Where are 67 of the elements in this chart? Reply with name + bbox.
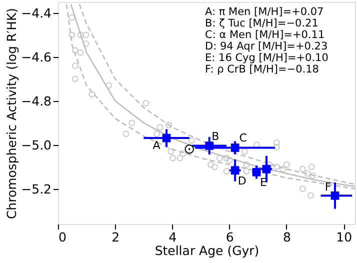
point bbox=[72, 76, 78, 82]
x-tick-label: 10 bbox=[336, 230, 352, 244]
point bbox=[88, 91, 96, 98]
point bbox=[226, 157, 233, 164]
point bbox=[274, 164, 280, 170]
y-tick-label: −5.0 bbox=[21, 137, 52, 152]
point bbox=[309, 172, 316, 179]
point bbox=[77, 32, 84, 38]
annotation: F bbox=[324, 180, 332, 194]
annotation: A bbox=[152, 139, 161, 152]
point bbox=[304, 170, 311, 177]
y-tick-label: −4.8 bbox=[21, 93, 52, 108]
point bbox=[106, 82, 112, 89]
point bbox=[176, 154, 184, 162]
point bbox=[154, 130, 160, 138]
point bbox=[308, 164, 315, 170]
x-tick-label: 8 bbox=[282, 230, 291, 244]
x-tick-label: 0 bbox=[58, 230, 66, 244]
point bbox=[72, 47, 78, 54]
point bbox=[274, 139, 280, 146]
point bbox=[212, 164, 218, 170]
point bbox=[216, 154, 223, 162]
point bbox=[300, 166, 306, 172]
point bbox=[307, 192, 314, 199]
point bbox=[243, 168, 250, 174]
point bbox=[170, 154, 176, 162]
point bbox=[223, 154, 230, 162]
point bbox=[208, 161, 214, 168]
point bbox=[166, 122, 172, 128]
point bbox=[142, 100, 150, 106]
annotation: D bbox=[238, 174, 246, 188]
point bbox=[82, 40, 90, 47]
point bbox=[243, 161, 250, 168]
y-tick-label: −5.2 bbox=[21, 181, 52, 196]
y-tick-label: −4.6 bbox=[21, 49, 52, 64]
annotation: C bbox=[239, 132, 248, 145]
point bbox=[72, 62, 78, 69]
annotation: ⊙ bbox=[184, 141, 196, 158]
point bbox=[68, 14, 76, 21]
point bbox=[168, 148, 174, 155]
x-tick-label: 2 bbox=[112, 230, 120, 244]
annotation: B bbox=[212, 130, 220, 143]
y-tick-label: −4.4 bbox=[21, 5, 52, 20]
point bbox=[280, 166, 286, 172]
x-tick-label: 4 bbox=[168, 230, 177, 244]
point bbox=[156, 124, 164, 131]
annotation: E: 16 Cyg [M/H]=+0.10 bbox=[205, 52, 328, 64]
annotation: A: π Men [M/H]=+0.07 bbox=[205, 6, 324, 18]
point bbox=[128, 120, 136, 126]
x-axis-title: Stellar Age (Gyr) bbox=[154, 243, 260, 258]
point bbox=[223, 168, 230, 174]
point bbox=[68, 32, 76, 38]
annotation: B: ζ Tuc [M/H]=−0.21 bbox=[205, 18, 318, 30]
point bbox=[188, 137, 195, 144]
point bbox=[77, 49, 84, 56]
annotation: E bbox=[260, 176, 267, 190]
point bbox=[242, 148, 248, 155]
annotation: F: ρ CrB [M/H]=−0.18 bbox=[205, 64, 319, 76]
annotation: C: α Men [M/H]=+0.11 bbox=[205, 29, 325, 41]
point bbox=[283, 161, 290, 168]
point bbox=[82, 32, 90, 38]
y-axis-title: Chromospheric Activity (log R′HK) bbox=[4, 8, 20, 220]
x-tick-label: 6 bbox=[226, 230, 234, 244]
annotation: D: 94 Aqr [M/H]=+0.23 bbox=[205, 40, 328, 52]
point bbox=[274, 144, 280, 150]
point bbox=[300, 186, 306, 192]
point bbox=[122, 130, 130, 138]
